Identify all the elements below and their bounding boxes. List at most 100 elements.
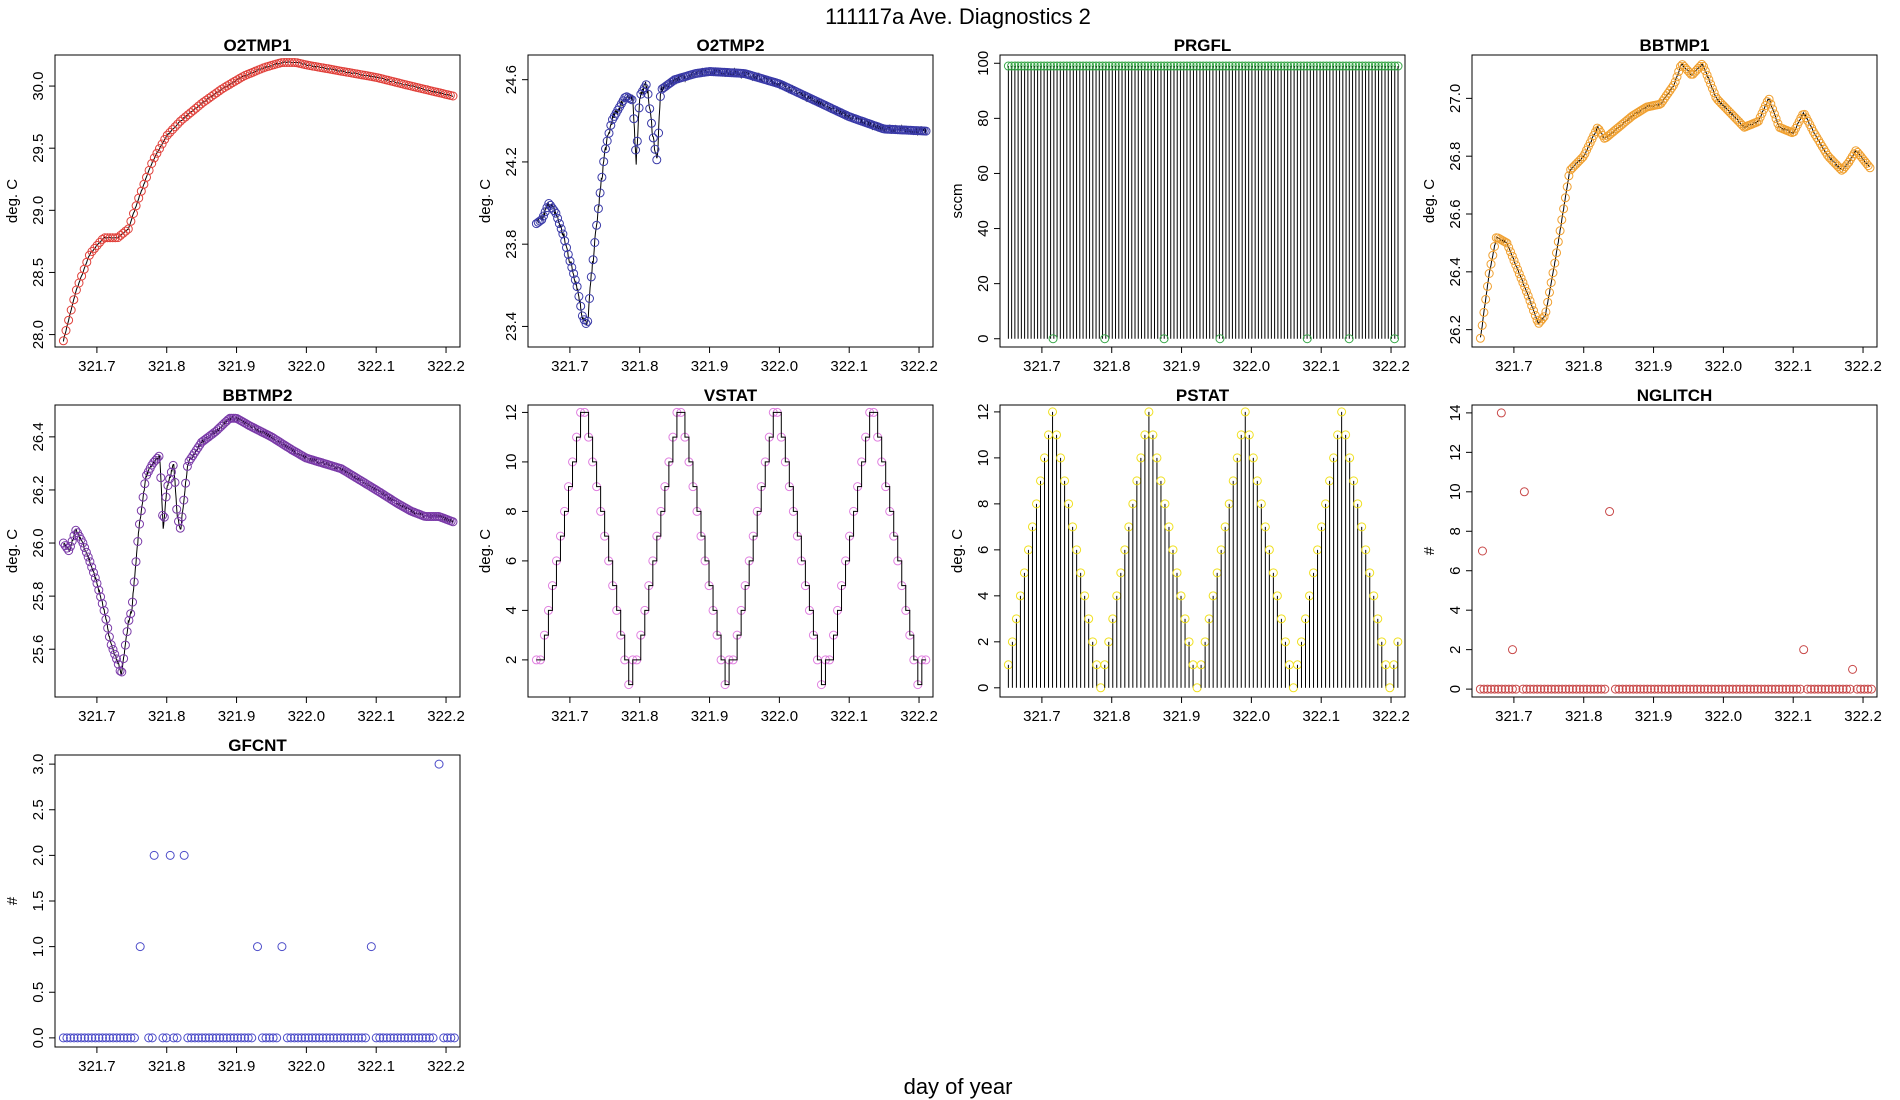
gfcnt-baseline-point [307, 1033, 317, 1043]
vstat-ytick-label: 4 [503, 606, 520, 614]
gfcnt-ytick-label: 0.0 [30, 1027, 47, 1048]
o2tmp2-point [556, 224, 566, 234]
bbtmp1-point [1523, 291, 1533, 301]
prgfl-point [1039, 61, 1049, 71]
prgfl-point [1244, 61, 1254, 71]
pstat-xtick-label: 321.8 [1093, 708, 1131, 725]
gfcnt-baseline-point [62, 1033, 72, 1043]
gfcnt-baseline-point [190, 1033, 200, 1043]
o2tmp2-point [606, 120, 616, 130]
pstat-point [1176, 591, 1186, 601]
gfcnt-baseline-point [297, 1033, 307, 1043]
gfcnt-baseline-point [265, 1033, 275, 1043]
gfcnt-baseline-point [69, 1033, 79, 1043]
pstat-point [1096, 683, 1106, 693]
prgfl-point [1231, 61, 1241, 71]
nglitch-baseline-point [1586, 684, 1596, 694]
bbtmp1-point [1764, 94, 1774, 104]
gfcnt-baseline-point [233, 1033, 243, 1043]
pstat-point [1148, 430, 1158, 440]
nglitch-baseline-point [1820, 684, 1830, 694]
vstat-ytick-label: 2 [503, 656, 520, 664]
vstat-xtick-label: 322.0 [761, 708, 799, 725]
prgfl-point [1305, 61, 1315, 71]
o2tmp1-series [58, 58, 458, 346]
nglitch-ytick-label: 6 [1447, 567, 1464, 575]
gfcnt-point [179, 850, 189, 860]
prgfl-point [1348, 61, 1358, 71]
prgfl-point [1179, 61, 1189, 71]
o2tmp2-point [553, 213, 563, 223]
o2tmp1-point [448, 91, 458, 101]
nglitch-baseline-point [1507, 684, 1517, 694]
panel-prgfl: PRGFL 321.7 321.8 321.9 322.0 322.1 322.2 0 20 40… [949, 36, 1410, 375]
o2tmp2-point [539, 211, 548, 221]
gfcnt-baseline-point [329, 1033, 339, 1043]
bbtmp2-point [66, 541, 75, 551]
vstat-ytick-label: 6 [503, 557, 520, 565]
nglitch-baseline-point [1635, 684, 1645, 694]
prgfl-point [1393, 61, 1403, 71]
bbtmp2-point [115, 666, 125, 676]
gfcnt-baseline-point [201, 1033, 211, 1043]
bbtmp2-point [172, 504, 182, 514]
prgfl-point [1062, 61, 1072, 71]
nglitch-point [1848, 664, 1858, 674]
gfcnt-baseline-point [257, 1033, 267, 1043]
gfcnt-baseline-point [304, 1033, 314, 1043]
bbtmp1-point [1771, 114, 1781, 124]
bbtmp2-point [140, 479, 150, 489]
bbtmp1-point [1557, 215, 1567, 225]
bbtmp1-point [1548, 268, 1558, 278]
bbtmp2-point [122, 627, 132, 637]
bbtmp2-point [64, 546, 74, 556]
gfcnt-baseline-point [343, 1033, 353, 1043]
gfcnt-baseline-point [76, 1033, 86, 1043]
prgfl-point [1078, 61, 1088, 71]
o2tmp1-point [69, 295, 79, 305]
bbtmp1-point [1706, 79, 1716, 89]
prgfl-point [1364, 61, 1374, 71]
bbtmp2-point [97, 599, 107, 609]
nglitch-baseline-point [1696, 684, 1706, 694]
prgfl-point [1111, 61, 1121, 71]
o2tmp1-line [62, 61, 454, 342]
o2tmp2-point [643, 89, 653, 99]
nglitch-baseline-point [1628, 684, 1638, 694]
pstat-point [1048, 407, 1058, 417]
o2tmp2-point [595, 188, 605, 198]
panel-nglitch: NGLITCH 321.7 321.8 321.9 322.0 322.1 322.2 0 2 4… [1421, 386, 1882, 725]
bbtmp2-point [94, 585, 104, 595]
prgfl-point [1357, 61, 1367, 71]
prgfl-zero-point [1215, 334, 1225, 344]
nglitch-baseline-point [1724, 684, 1734, 694]
gfcnt-baseline-point [105, 1033, 115, 1043]
gfcnt-baseline-point [186, 1033, 196, 1043]
gfcnt-baseline-point [332, 1033, 342, 1043]
nglitch-baseline-point [1482, 684, 1492, 694]
o2tmp1-xtick-label: 321.7 [78, 358, 116, 375]
prgfl-zero-point [1390, 334, 1400, 344]
pstat-ytick-label: 2 [975, 638, 992, 646]
pstat-xtick-label: 322.2 [1372, 708, 1410, 725]
gfcnt-baseline-point [400, 1033, 410, 1043]
bbtmp2-xtick-label: 322.0 [288, 708, 326, 725]
nglitch-baseline-point [1642, 684, 1652, 694]
gfcnt-baseline-point [407, 1033, 417, 1043]
bbtmp1-point [1520, 282, 1530, 292]
bbtmp2-point [117, 667, 127, 677]
prgfl-point [1354, 61, 1364, 71]
nglitch-baseline-point [1735, 684, 1745, 694]
prgfl-point [1253, 61, 1263, 71]
bbtmp1-xtick-label: 322.1 [1774, 358, 1812, 375]
prgfl-point [1377, 61, 1387, 71]
o2tmp1-point [227, 78, 237, 88]
o2tmp2-point [570, 275, 580, 285]
o2tmp2-point [558, 229, 568, 239]
bbtmp2-ytick-label: 26.4 [30, 422, 47, 451]
pstat-point [1184, 637, 1194, 647]
prgfl-zero-point [1100, 334, 1110, 344]
prgfl-point [1312, 61, 1322, 71]
bbtmp1-title: BBTMP1 [1640, 36, 1710, 55]
prgfl-point [1140, 61, 1150, 71]
